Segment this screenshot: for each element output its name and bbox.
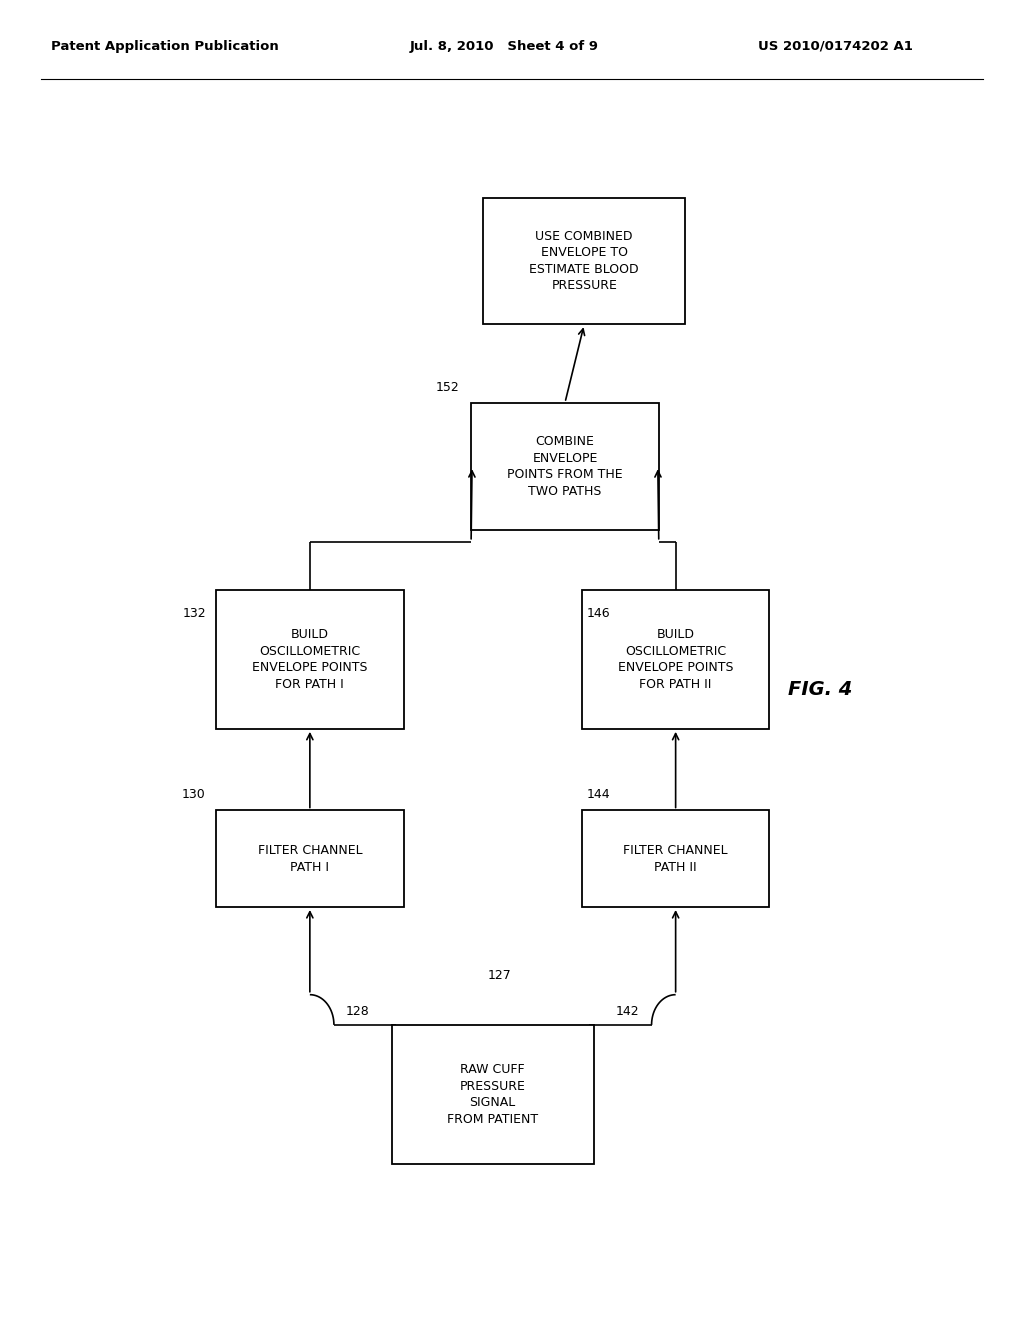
Text: USE COMBINED
ENVELOPE TO
ESTIMATE BLOOD
PRESSURE: USE COMBINED ENVELOPE TO ESTIMATE BLOOD … <box>529 230 639 292</box>
Text: Jul. 8, 2010   Sheet 4 of 9: Jul. 8, 2010 Sheet 4 of 9 <box>410 40 599 53</box>
Text: 128: 128 <box>346 1006 370 1018</box>
FancyBboxPatch shape <box>216 810 403 907</box>
Text: BUILD
OSCILLOMETRIC
ENVELOPE POINTS
FOR PATH I: BUILD OSCILLOMETRIC ENVELOPE POINTS FOR … <box>252 628 368 690</box>
Text: RAW CUFF
PRESSURE
SIGNAL
FROM PATIENT: RAW CUFF PRESSURE SIGNAL FROM PATIENT <box>447 1063 539 1126</box>
Text: COMBINE
ENVELOPE
POINTS FROM THE
TWO PATHS: COMBINE ENVELOPE POINTS FROM THE TWO PAT… <box>507 436 623 498</box>
Text: 144: 144 <box>587 788 610 801</box>
Text: US 2010/0174202 A1: US 2010/0174202 A1 <box>758 40 912 53</box>
Text: FILTER CHANNEL
PATH II: FILTER CHANNEL PATH II <box>624 843 728 874</box>
Text: 130: 130 <box>182 788 206 801</box>
FancyBboxPatch shape <box>471 403 658 529</box>
Text: Patent Application Publication: Patent Application Publication <box>51 40 279 53</box>
Text: FIG. 4: FIG. 4 <box>787 680 852 700</box>
FancyBboxPatch shape <box>582 810 769 907</box>
Text: 146: 146 <box>587 607 610 619</box>
Text: 142: 142 <box>616 1006 640 1018</box>
FancyBboxPatch shape <box>391 1024 594 1164</box>
FancyBboxPatch shape <box>216 590 403 729</box>
Text: FILTER CHANNEL
PATH I: FILTER CHANNEL PATH I <box>258 843 362 874</box>
Text: 132: 132 <box>182 607 206 619</box>
FancyBboxPatch shape <box>582 590 769 729</box>
Text: 152: 152 <box>435 380 459 393</box>
Text: 127: 127 <box>487 969 512 982</box>
Text: BUILD
OSCILLOMETRIC
ENVELOPE POINTS
FOR PATH II: BUILD OSCILLOMETRIC ENVELOPE POINTS FOR … <box>617 628 733 690</box>
FancyBboxPatch shape <box>483 198 685 325</box>
